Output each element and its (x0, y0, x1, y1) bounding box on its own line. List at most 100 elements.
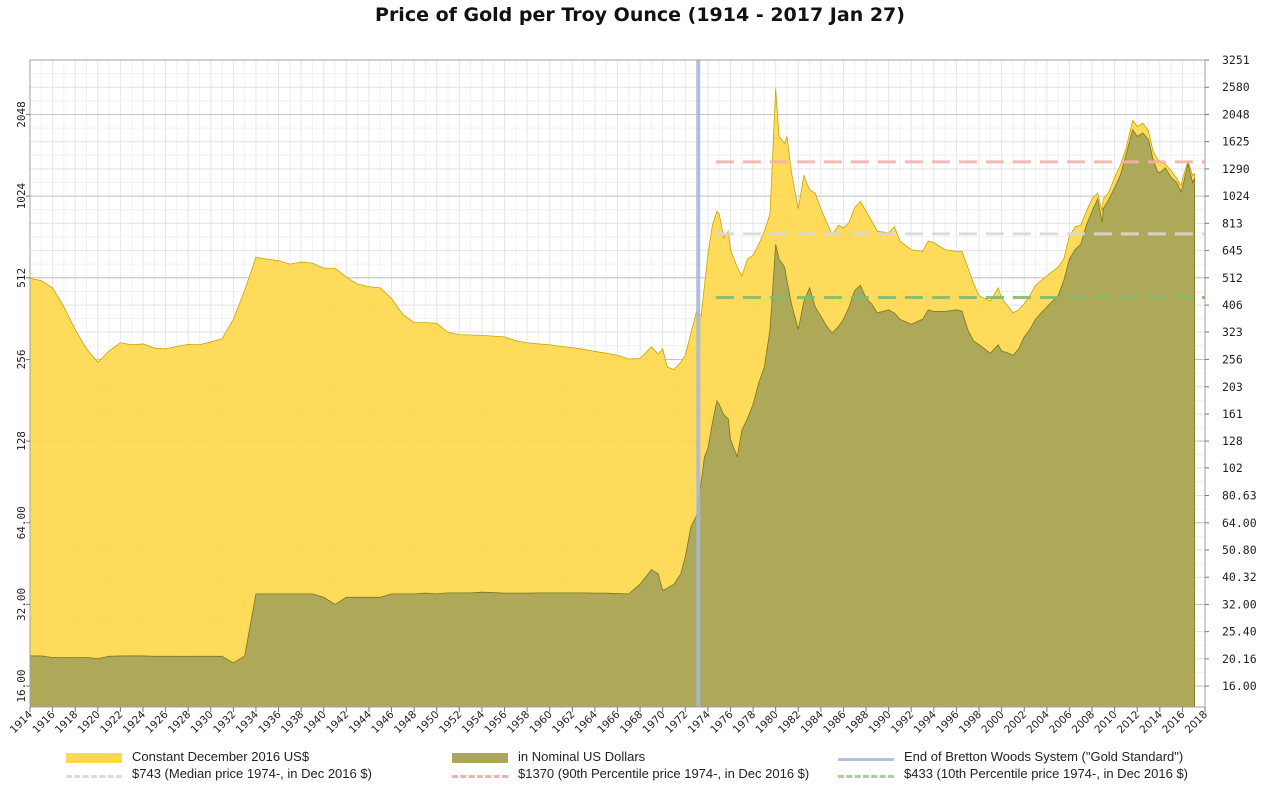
x-tick-label: 1986 (821, 708, 849, 736)
left-y-tick-label: 32.00 (15, 588, 28, 621)
x-tick-label: 1934 (234, 708, 262, 736)
x-tick-label: 2012 (1115, 709, 1142, 736)
right-y-tick-label: 645 (1222, 244, 1243, 258)
x-tick-label: 1920 (76, 709, 103, 736)
legend-swatch-median (66, 775, 122, 778)
right-y-tick-label: 406 (1222, 298, 1243, 312)
x-tick-label: 1968 (618, 709, 645, 736)
right-y-tick-label: 20.16 (1222, 652, 1257, 666)
right-y-tick-label: 1625 (1222, 135, 1250, 149)
legend-label: $1370 (90th Percentile price 1974-, in D… (518, 766, 810, 781)
x-tick-label: 1984 (799, 708, 827, 736)
right-y-tick-label: 323 (1222, 325, 1243, 339)
series-area-nominal-dollars (29, 128, 1195, 708)
x-tick-label: 2010 (1092, 709, 1119, 736)
left-y-tick-label: 256 (15, 350, 28, 370)
legend-swatch-10th (838, 775, 894, 778)
right-y-tick-label: 512 (1222, 271, 1243, 285)
right-y-tick-label: 256 (1222, 352, 1243, 366)
x-tick-label: 1928 (166, 709, 193, 736)
x-tick-label: 1966 (595, 708, 623, 736)
right-y-tick-label: 16.00 (1222, 679, 1257, 693)
x-tick-label: 1978 (731, 709, 758, 736)
legend-swatch-90th (452, 775, 508, 778)
x-tick-label: 1998 (957, 709, 984, 736)
x-tick-label: 1952 (437, 709, 464, 736)
x-tick-label: 1988 (844, 709, 871, 736)
x-tick-label: 1976 (708, 708, 736, 736)
right-y-tick-label: 1290 (1222, 162, 1250, 176)
x-tick-label: 1994 (912, 708, 940, 736)
x-tick-label: 1932 (211, 709, 238, 736)
x-tick-label: 1918 (53, 709, 80, 736)
right-y-tick-label: 3251 (1222, 53, 1250, 67)
x-tick-label: 1990 (866, 709, 893, 736)
x-tick-label: 1922 (98, 709, 125, 736)
right-y-tick-label: 102 (1222, 461, 1243, 475)
x-tick-label: 2002 (1002, 709, 1029, 736)
legend-label: in Nominal US Dollars (518, 749, 646, 764)
x-tick-label: 2000 (979, 709, 1006, 736)
legend-swatch-nominal (452, 753, 508, 763)
x-tick-label: 1940 (301, 709, 328, 736)
x-tick-label: 2008 (1070, 709, 1097, 736)
x-tick-label: 1982 (776, 709, 803, 736)
right-y-tick-label: 128 (1222, 434, 1243, 448)
x-tick-label: 1924 (121, 708, 149, 736)
x-tick-label: 1936 (256, 708, 284, 736)
x-tick-label: 1954 (460, 708, 488, 736)
right-y-tick-label: 32.00 (1222, 597, 1257, 611)
right-y-tick-label: 203 (1222, 380, 1243, 394)
x-tick-label: 1960 (527, 709, 554, 736)
legend-swatch-constant (66, 753, 122, 763)
x-tick-label: 1938 (279, 709, 306, 736)
x-tick-label: 1930 (189, 709, 216, 736)
x-tick-label: 1948 (392, 709, 419, 736)
x-tick-label: 1958 (505, 709, 532, 736)
right-y-tick-label: 1024 (1222, 189, 1250, 203)
x-tick-label: 1996 (934, 708, 962, 736)
x-tick-label: 1946 (369, 708, 397, 736)
right-y-tick-label: 161 (1222, 407, 1243, 421)
right-y-tick-label: 25.40 (1222, 625, 1257, 639)
x-tick-label: 1914 (8, 708, 36, 736)
x-tick-label: 2014 (1138, 708, 1166, 736)
left-y-tick-label: 128 (15, 431, 28, 451)
left-y-tick-label: 16.00 (15, 670, 28, 703)
x-tick-label: 1992 (889, 709, 916, 736)
x-tick-label: 1956 (482, 708, 510, 736)
x-tick-label: 1972 (663, 709, 690, 736)
legend-label: $433 (10th Percentile price 1974-, in De… (904, 766, 1189, 781)
x-tick-label: 2004 (1025, 708, 1053, 736)
legend-label: Constant December 2016 US$ (132, 749, 310, 764)
left-y-tick-label: 512 (15, 268, 28, 288)
legend-swatch-bretton-woods (838, 758, 894, 761)
left-y-tick-label: 1024 (15, 182, 28, 209)
left-y-tick-label: 2048 (15, 101, 28, 128)
chart-title: Price of Gold per Troy Ounce (1914 - 201… (375, 4, 905, 26)
legend-label: $743 (Median price 1974-, in Dec 2016 $) (132, 766, 372, 781)
x-tick-label: 1944 (347, 708, 375, 736)
x-tick-label: 1970 (640, 709, 667, 736)
x-tick-label: 1974 (686, 708, 714, 736)
legend-label: End of Bretton Woods System ("Gold Stand… (904, 749, 1184, 764)
left-y-tick-label: 64.00 (15, 506, 28, 539)
x-tick-label: 1916 (30, 708, 58, 736)
right-y-tick-label: 64.00 (1222, 516, 1257, 530)
x-tick-label: 1964 (573, 708, 601, 736)
x-tick-label: 2016 (1160, 708, 1188, 736)
reference-lines (696, 60, 1205, 707)
right-y-tick-label: 50.80 (1222, 543, 1257, 557)
right-y-tick-label: 2048 (1222, 107, 1250, 121)
right-y-tick-label: 813 (1222, 216, 1243, 230)
right-y-tick-label: 2580 (1222, 80, 1250, 94)
x-tick-label: 2006 (1047, 708, 1075, 736)
right-y-tick-label: 40.32 (1222, 570, 1257, 584)
x-tick-label: 1942 (324, 709, 351, 736)
x-tick-label: 1950 (414, 709, 441, 736)
right-y-tick-label: 80.63 (1222, 489, 1257, 503)
x-tick-label: 2018 (1183, 709, 1210, 736)
x-tick-label: 1962 (550, 709, 577, 736)
area-series (29, 88, 1195, 708)
